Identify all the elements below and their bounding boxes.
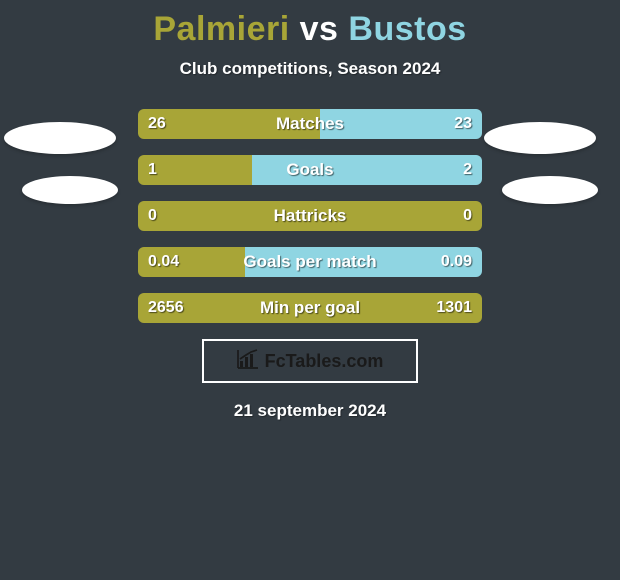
stat-row: 26561301Min per goal — [0, 293, 620, 323]
stat-label: Matches — [138, 109, 482, 139]
stat-label: Goals per match — [138, 247, 482, 277]
stat-row: 00Hattricks — [0, 201, 620, 231]
avatar-ellipse — [22, 176, 118, 204]
stat-row: 0.040.09Goals per match — [0, 247, 620, 277]
avatar-ellipse — [4, 122, 116, 154]
comparison-infographic: Palmieri vs Bustos Club competitions, Se… — [0, 0, 620, 580]
avatar-ellipse — [502, 176, 598, 204]
title-vs: vs — [300, 10, 339, 48]
player-left-name: Palmieri — [153, 10, 289, 48]
page-title: Palmieri vs Bustos — [0, 0, 620, 49]
avatar-ellipse — [484, 122, 596, 154]
stat-label: Goals — [138, 155, 482, 185]
source-logo-text: FcTables.com — [265, 351, 384, 372]
bar-chart-icon — [237, 349, 259, 374]
player-right-name: Bustos — [348, 10, 466, 48]
source-logo-box: FcTables.com — [202, 339, 418, 383]
stat-label: Hattricks — [138, 201, 482, 231]
footer-date: 21 september 2024 — [0, 401, 620, 421]
stat-label: Min per goal — [138, 293, 482, 323]
subtitle: Club competitions, Season 2024 — [0, 59, 620, 79]
